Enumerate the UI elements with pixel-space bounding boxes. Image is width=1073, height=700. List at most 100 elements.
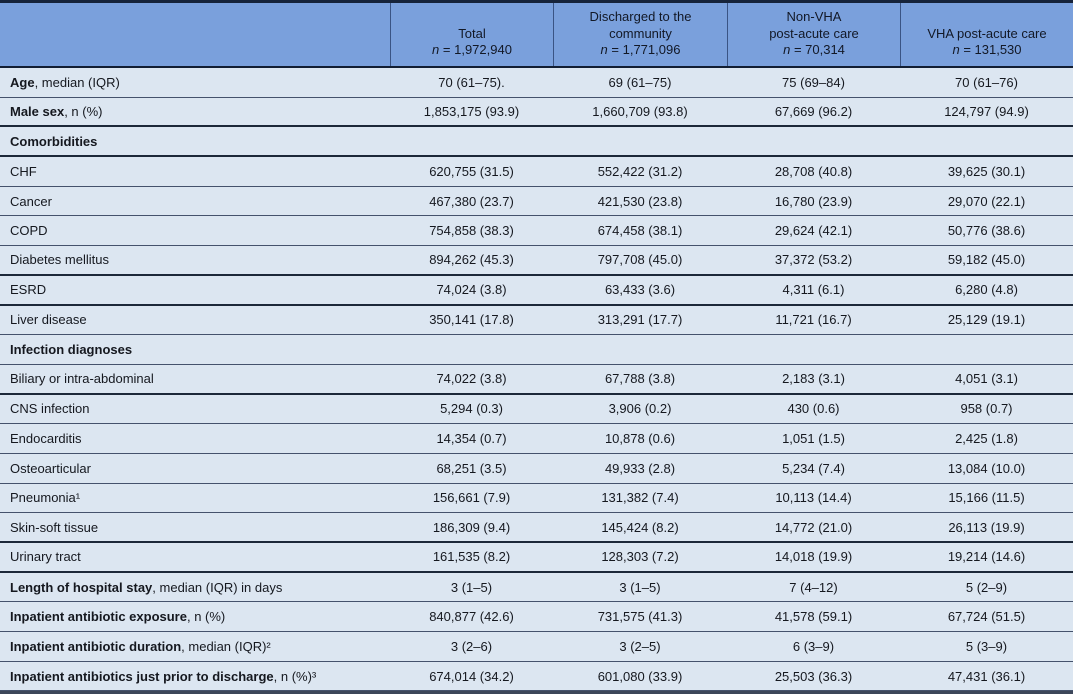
cell-total: 186,309 (9.4) (432, 519, 511, 535)
row-label: Inpatient antibiotics just prior to disc… (0, 669, 390, 684)
row-label-rest-text: Skin-soft tissue (10, 519, 99, 535)
row-label-rest-text: , median (IQR)² (181, 638, 271, 654)
row-label-bold-text: Inpatient antibiotic exposure (10, 609, 187, 625)
cell-non-vha-pac: 10,113 (14.4) (775, 490, 852, 506)
row-label: Liver disease (0, 312, 390, 327)
cell-total: 5,294 (0.3) (440, 401, 503, 417)
row-label-bold-text: Inpatient antibiotic duration (10, 638, 182, 654)
cell-vha-pac: 50,776 (38.6) (947, 223, 1026, 239)
row-label: CHF (0, 164, 390, 179)
row-label-rest-text: Pneumonia¹ (10, 490, 81, 506)
row-label-rest-text: Biliary or intra-abdominal (10, 371, 154, 387)
row-label-rest-text: , median (IQR) in days (152, 579, 283, 595)
row-label: Comorbidities (0, 134, 390, 149)
row-label-rest-text: CHF (10, 163, 37, 179)
row-label: Cancer (0, 194, 390, 209)
cell-total: 3 (2–6) (450, 638, 493, 654)
row-label: Endocarditis (0, 431, 390, 446)
row-label-rest-text: , n (%) (64, 104, 103, 120)
row-label: Skin-soft tissue (0, 520, 390, 535)
header-cell-empty (0, 3, 390, 66)
row-label-rest-text: Liver disease (10, 312, 87, 328)
cell-total: 161,535 (8.2) (432, 549, 511, 565)
cell-non-vha-pac: 25,503 (36.3) (774, 668, 853, 684)
cell-vha-pac: 124,797 (94.9) (944, 104, 1029, 120)
table-row: Age, median (IQR) 70 (61–75). 69 (61–75)… (0, 68, 1073, 98)
row-label-rest-text: , n (%) (186, 609, 226, 625)
cell-vha-pac: 13,084 (10.0) (947, 460, 1026, 476)
header-cell-vha-pac: VHA post-acute care n = 131,530 (900, 3, 1073, 66)
cell-discharged-community: 797,708 (45.0) (597, 252, 683, 268)
cell-total: 14,354 (0.7) (436, 431, 507, 447)
cell-vha-pac: 67,724 (51.5) (947, 609, 1026, 625)
cell-total: 74,022 (3.8) (436, 371, 507, 387)
cell-discharged-community: 3 (2–5) (619, 638, 661, 654)
cell-non-vha-pac: 14,772 (21.0) (774, 519, 853, 535)
cell-discharged-community: 601,080 (33.9) (597, 668, 683, 684)
cell-discharged-community: 674,458 (38.1) (597, 223, 683, 239)
cell-non-vha-pac: 6 (3–9) (792, 638, 835, 654)
cell-non-vha-pac: 2,183 (3.1) (782, 371, 845, 387)
row-label-rest-text: COPD (10, 223, 48, 239)
cell-non-vha-pac: 41,578 (59.1) (774, 609, 853, 625)
header-cell-discharged-community: Discharged to the community n = 1,771,09… (553, 3, 727, 66)
cell-non-vha-pac: 5,234 (7.4) (782, 460, 845, 476)
row-label: Inpatient antibiotic duration, median (I… (0, 639, 390, 654)
cell-vha-pac: 26,113 (19.9) (948, 519, 1025, 535)
table-row: COPD 754,858 (38.3) 674,458 (38.1) 29,62… (0, 216, 1073, 247)
cell-total: 350,141 (17.8) (429, 312, 514, 328)
cell-discharged-community: 3,906 (0.2) (608, 401, 672, 417)
row-label-rest-text: Urinary tract (10, 549, 81, 565)
cell-total: 840,877 (42.6) (429, 609, 514, 625)
row-label: Diabetes mellitus (0, 252, 390, 267)
table-row: Osteoarticular 68,251 (3.5) 49,933 (2.8)… (0, 453, 1073, 484)
cell-non-vha-pac: 29,624 (42.1) (774, 223, 853, 239)
header-cell-non-vha-pac: Non-VHA post-acute care n = 70,314 (727, 3, 900, 66)
cell-vha-pac: 70 (61–76) (955, 74, 1018, 90)
cell-discharged-community: 421,530 (23.8) (597, 193, 683, 209)
row-label-bold-text: Infection diagnoses (10, 342, 133, 358)
cell-discharged-community: 49,933 (2.8) (604, 460, 676, 476)
cell-total: 894,262 (45.3) (429, 252, 514, 268)
row-label-bold-text: Inpatient antibiotics just prior to disc… (10, 668, 274, 684)
cell-total: 70 (61–75). (438, 74, 505, 90)
cell-non-vha-pac: 11,721 (16.7) (775, 312, 852, 328)
cell-vha-pac: 25,129 (19.1) (947, 312, 1026, 328)
cell-discharged-community: 10,878 (0.6) (604, 431, 676, 447)
cell-non-vha-pac: 1,051 (1.5) (782, 431, 845, 447)
row-label: Pneumonia¹ (0, 490, 390, 505)
cell-total: 467,380 (23.7) (429, 193, 514, 209)
table-row: Diabetes mellitus 894,262 (45.3) 797,708… (0, 246, 1073, 276)
header-n-total: n = 1,972,940 (432, 42, 512, 58)
row-label: CNS infection (0, 401, 390, 416)
row-label: Length of hospital stay, median (IQR) in… (0, 580, 390, 595)
cell-total: 74,024 (3.8) (436, 282, 507, 298)
row-label: Male sex, n (%) (0, 104, 390, 119)
cell-discharged-community: 67,788 (3.8) (604, 371, 676, 387)
cell-vha-pac: 4,051 (3.1) (955, 371, 1018, 387)
table-row: Skin-soft tissue 186,309 (9.4) 145,424 (… (0, 513, 1073, 543)
cell-non-vha-pac: 28,708 (40.8) (774, 163, 853, 179)
cell-vha-pac: 59,182 (45.0) (947, 252, 1026, 268)
header-title-vha-pac: VHA post-acute care (927, 25, 1047, 41)
cell-discharged-community: 1,660,709 (93.8) (592, 104, 688, 120)
cell-total: 3 (1–5) (450, 579, 493, 595)
cell-discharged-community: 131,382 (7.4) (601, 490, 679, 506)
row-label-rest-text: Osteoarticular (10, 460, 91, 476)
cell-vha-pac: 29,070 (22.1) (947, 193, 1026, 209)
row-label-rest-text: , n (%)³ (273, 668, 317, 684)
cell-discharged-community: 128,303 (7.2) (601, 549, 679, 565)
cell-non-vha-pac: 4,311 (6.1) (782, 282, 845, 298)
cell-discharged-community: 313,291 (17.7) (597, 312, 683, 328)
cell-non-vha-pac: 75 (69–84) (782, 74, 845, 90)
cell-non-vha-pac: 67,669 (96.2) (774, 104, 853, 120)
table-header-row: Total n = 1,972,940 Discharged to the co… (0, 3, 1073, 68)
row-label-rest-text: Diabetes mellitus (10, 252, 109, 268)
table-row: Inpatient antibiotics just prior to disc… (0, 661, 1073, 692)
row-label-bold-text: Length of hospital stay (10, 579, 153, 595)
cell-discharged-community: 63,433 (3.6) (604, 282, 676, 298)
table-row: Infection diagnoses (0, 335, 1073, 365)
row-label: Osteoarticular (0, 461, 390, 476)
table-row: Pneumonia¹ 156,661 (7.9) 131,382 (7.4) 1… (0, 483, 1073, 514)
cell-vha-pac: 47,431 (36.1) (947, 668, 1026, 684)
